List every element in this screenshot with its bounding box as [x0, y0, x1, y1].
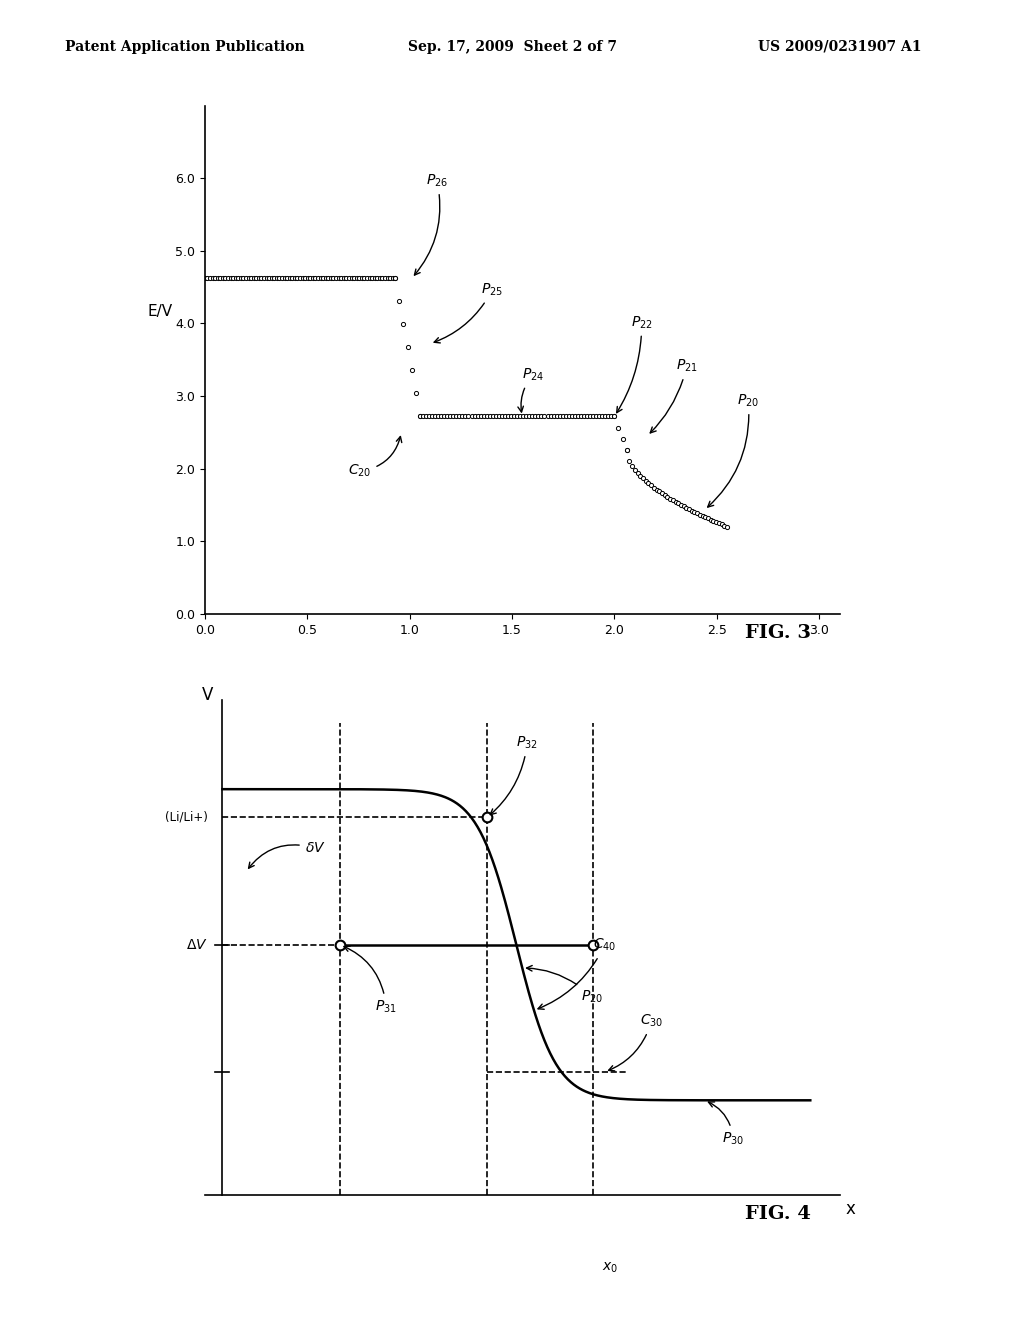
Text: $C_{30}$: $C_{30}$: [608, 1012, 664, 1071]
Text: $P_{24}$: $P_{24}$: [518, 367, 545, 412]
Text: US 2009/0231907 A1: US 2009/0231907 A1: [758, 40, 922, 54]
Text: $P_{31}$: $P_{31}$: [344, 946, 397, 1015]
Text: $x_0$: $x_0$: [602, 1261, 618, 1275]
Text: $C_{20}$: $C_{20}$: [348, 437, 401, 479]
Text: $C_{40}$: $C_{40}$: [538, 937, 616, 1010]
Text: $P_{26}$: $P_{26}$: [415, 173, 449, 275]
Text: FIG. 4: FIG. 4: [745, 1205, 811, 1224]
Text: $P_{30}$: $P_{30}$: [709, 1102, 744, 1147]
Y-axis label: E/V: E/V: [147, 304, 173, 319]
Text: $P_{32}$: $P_{32}$: [490, 735, 539, 814]
Text: $P_{25}$: $P_{25}$: [434, 281, 503, 343]
Text: V: V: [202, 686, 213, 705]
Text: FIG. 3: FIG. 3: [745, 624, 811, 643]
Text: Patent Application Publication: Patent Application Publication: [65, 40, 304, 54]
Text: $\Delta V$: $\Delta V$: [186, 937, 208, 952]
Text: $P_{20}$: $P_{20}$: [526, 965, 603, 1006]
Text: $P_{22}$: $P_{22}$: [616, 314, 652, 413]
Text: (Li/Li+): (Li/Li+): [165, 810, 208, 824]
Text: Sep. 17, 2009  Sheet 2 of 7: Sep. 17, 2009 Sheet 2 of 7: [408, 40, 616, 54]
Text: $\delta V$: $\delta V$: [249, 841, 326, 869]
Text: $P_{20}$: $P_{20}$: [708, 392, 760, 507]
Text: x: x: [846, 1200, 855, 1218]
Text: $P_{21}$: $P_{21}$: [650, 358, 697, 433]
